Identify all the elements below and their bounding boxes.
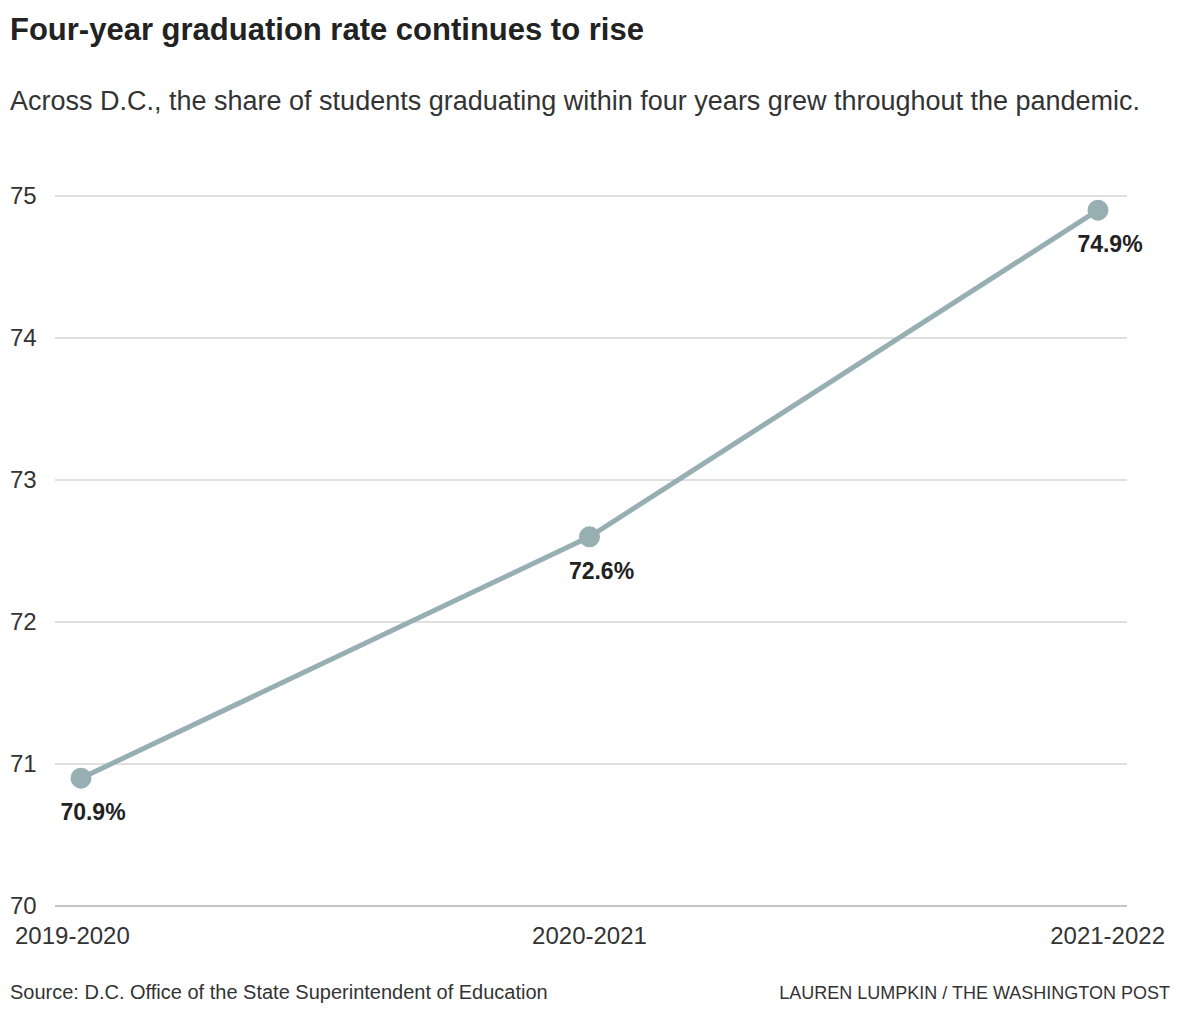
- svg-text:72.6%: 72.6%: [569, 558, 634, 584]
- svg-text:71: 71: [10, 750, 37, 777]
- svg-text:2020-2021: 2020-2021: [532, 922, 647, 949]
- html-text:Source: D.C. Office of the Sta: Source: D.C. Office of the State Superin…: [10, 981, 548, 1003]
- svg-text:2021-2022: 2021-2022: [1050, 922, 1165, 949]
- svg-text:72: 72: [10, 608, 37, 635]
- svg-text:75: 75: [10, 182, 37, 209]
- svg-text:2019-2020: 2019-2020: [15, 922, 130, 949]
- svg-text:70: 70: [10, 892, 37, 919]
- svg-text:73: 73: [10, 466, 37, 493]
- html-text:Four-year graduation rate cont: Four-year graduation rate continues to r…: [10, 12, 644, 47]
- svg-text:70.9%: 70.9%: [60, 799, 125, 825]
- svg-text:74: 74: [10, 324, 37, 351]
- html-text:Across D.C., the share of stud: Across D.C., the share of students gradu…: [10, 86, 1141, 116]
- svg-text:74.9%: 74.9%: [1077, 231, 1142, 257]
- html-text:LAUREN LUMPKIN / THE WASHINGTO: LAUREN LUMPKIN / THE WASHINGTON POST: [779, 983, 1170, 1003]
